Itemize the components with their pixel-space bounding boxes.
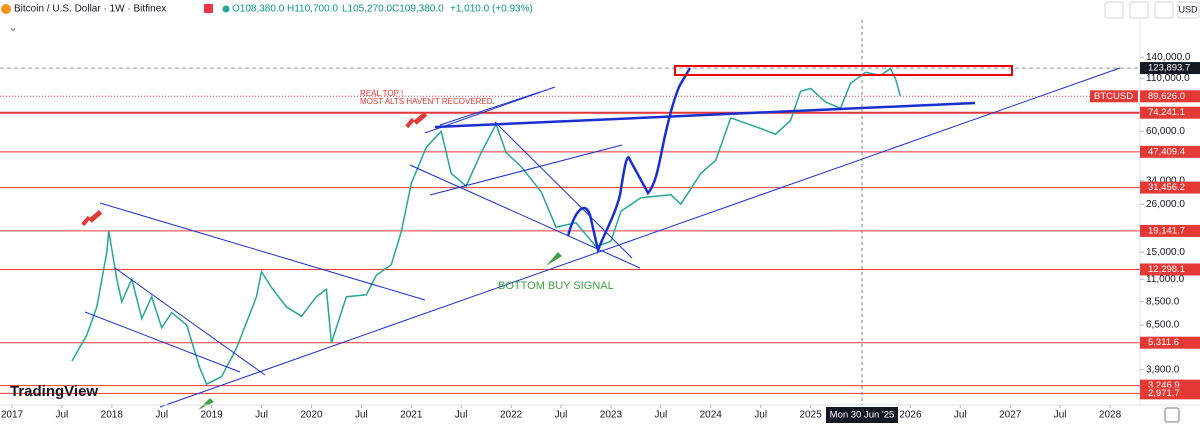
crosshair-label: Mon 30 Jun '25 xyxy=(830,410,895,421)
annotation: BOTTOM BUY SIGNAL xyxy=(498,280,614,292)
neckline xyxy=(434,101,976,129)
button[interactable] xyxy=(1104,1,1124,19)
price-tag-label: 89,626.0 xyxy=(1148,91,1185,102)
button[interactable] xyxy=(1154,1,1174,19)
y-tick-label: 140,000.0 xyxy=(1146,52,1191,63)
currency[interactable]: USD xyxy=(1178,4,1198,14)
ohlc-open: O108,380.0 xyxy=(232,4,285,15)
x-tick-label: Jul xyxy=(1054,410,1067,421)
y-tick-label: 6,500.0 xyxy=(1146,320,1180,331)
hammer-icon xyxy=(405,111,428,129)
currency-button[interactable] xyxy=(1177,1,1200,19)
level-label: 5,311.6 xyxy=(1148,337,1179,348)
trendline xyxy=(159,67,1121,408)
drawings xyxy=(84,67,1121,408)
level-tag xyxy=(1140,224,1200,237)
flag-icon[interactable] xyxy=(204,4,213,13)
ohlc-change: +1,010.0 (+0.93%) xyxy=(450,4,533,15)
level-tag xyxy=(1140,387,1200,400)
x-tick-label: Jul xyxy=(754,410,767,421)
collapse-icon[interactable]: ⌄ xyxy=(8,20,18,34)
x-tick-label: 2025 xyxy=(799,410,822,421)
x-tick-label: Jul xyxy=(954,410,967,421)
trendline xyxy=(84,311,241,373)
x-tick-label: Jul xyxy=(355,410,368,421)
plot xyxy=(0,67,1140,394)
x-tick-label: 2028 xyxy=(1099,410,1122,421)
x-tick-label: 2018 xyxy=(101,410,124,421)
axes: 140,000.0 110,000.0 60,000.0 34,000.0 26,000… xyxy=(1,52,1200,421)
ohlc-low: L105,270.0 xyxy=(342,4,392,15)
level-label: 74,241.1 xyxy=(1148,107,1185,118)
x-tick-label: 2024 xyxy=(700,410,723,421)
trendline xyxy=(99,202,426,301)
y-tick-label: 34,000.0 xyxy=(1146,175,1185,186)
projection-curve xyxy=(566,67,692,255)
x-tick-label: 2026 xyxy=(899,410,922,421)
level-label: 3,246.9 xyxy=(1148,380,1180,391)
x-tick-label: 2019 xyxy=(201,410,224,421)
hammer-icon xyxy=(81,209,103,227)
x-tick-label: Jul xyxy=(654,410,667,421)
x-tick-label: Jul xyxy=(255,410,268,421)
x-tick-label: 2027 xyxy=(999,410,1022,421)
annotation: MOST ALTS HAVEN'T RECOVERED. xyxy=(360,97,495,106)
y-tick-label: 15,000.0 xyxy=(1146,247,1185,258)
symbol-tag-label: BTCUSD xyxy=(1094,91,1133,102)
level-label: 19,141.7 xyxy=(1148,225,1185,236)
x-tick-label: 2021 xyxy=(400,410,423,421)
x-tick-label: 2022 xyxy=(500,410,523,421)
x-tick-label: Jul xyxy=(455,410,468,421)
level-tag xyxy=(1140,62,1200,75)
ohlc-high: H110,700.0 xyxy=(287,4,338,15)
x-tick-label: Jul xyxy=(155,410,168,421)
crosshair-tag xyxy=(826,407,898,423)
settings-button[interactable] xyxy=(1164,407,1180,423)
trendline xyxy=(439,91,541,126)
price-tag xyxy=(1140,90,1200,103)
y-tick-label: 26,000.0 xyxy=(1146,199,1185,210)
logo: TradingView xyxy=(10,383,98,400)
x-tick-label: Jul xyxy=(55,410,68,421)
y-tick-label: 60,000.0 xyxy=(1146,126,1185,137)
rocket-icon xyxy=(546,252,562,266)
resistance-box xyxy=(674,65,1013,76)
level-label: 12,298.1 xyxy=(1148,264,1185,275)
y-tick-label: 3,900.0 xyxy=(1146,364,1180,375)
level-label: 2,971.7 xyxy=(1148,388,1180,399)
level-tag xyxy=(1140,145,1200,158)
symbol-title[interactable]: Bitcoin / U.S. Dollar · 1W · Bitfinex xyxy=(14,4,166,15)
level-tag xyxy=(1140,336,1200,349)
rocket-icon xyxy=(198,398,214,410)
y-tick-label: 8,500.0 xyxy=(1146,296,1180,307)
level-label: 123,893.7 xyxy=(1148,63,1190,74)
ohlc-close: C109,380.0 xyxy=(392,4,444,15)
trendline xyxy=(114,267,266,376)
annotation: REAL TOP ! xyxy=(360,89,403,98)
x-tick-label: 2017 xyxy=(1,410,24,421)
x-tick-label: 2023 xyxy=(600,410,623,421)
level-tag xyxy=(1140,263,1200,276)
level-tag xyxy=(1140,181,1200,194)
button[interactable] xyxy=(1129,1,1149,19)
status-dot xyxy=(222,5,230,13)
level-label: 31,456.2 xyxy=(1148,182,1185,193)
y-tick-label: 11,000.0 xyxy=(1146,274,1185,285)
trendline xyxy=(409,164,641,269)
symbol-tag xyxy=(1090,90,1138,103)
trendline xyxy=(429,144,623,196)
price-line xyxy=(71,67,902,386)
x-tick-label: Jul xyxy=(555,410,568,421)
level-label: 47,409.4 xyxy=(1148,146,1185,157)
btc-icon xyxy=(1,4,11,14)
trendline xyxy=(494,121,633,259)
y-tick-label: 110,000.0 xyxy=(1146,73,1190,84)
x-tick-label: 2020 xyxy=(300,410,323,421)
level-tag xyxy=(1140,106,1200,119)
